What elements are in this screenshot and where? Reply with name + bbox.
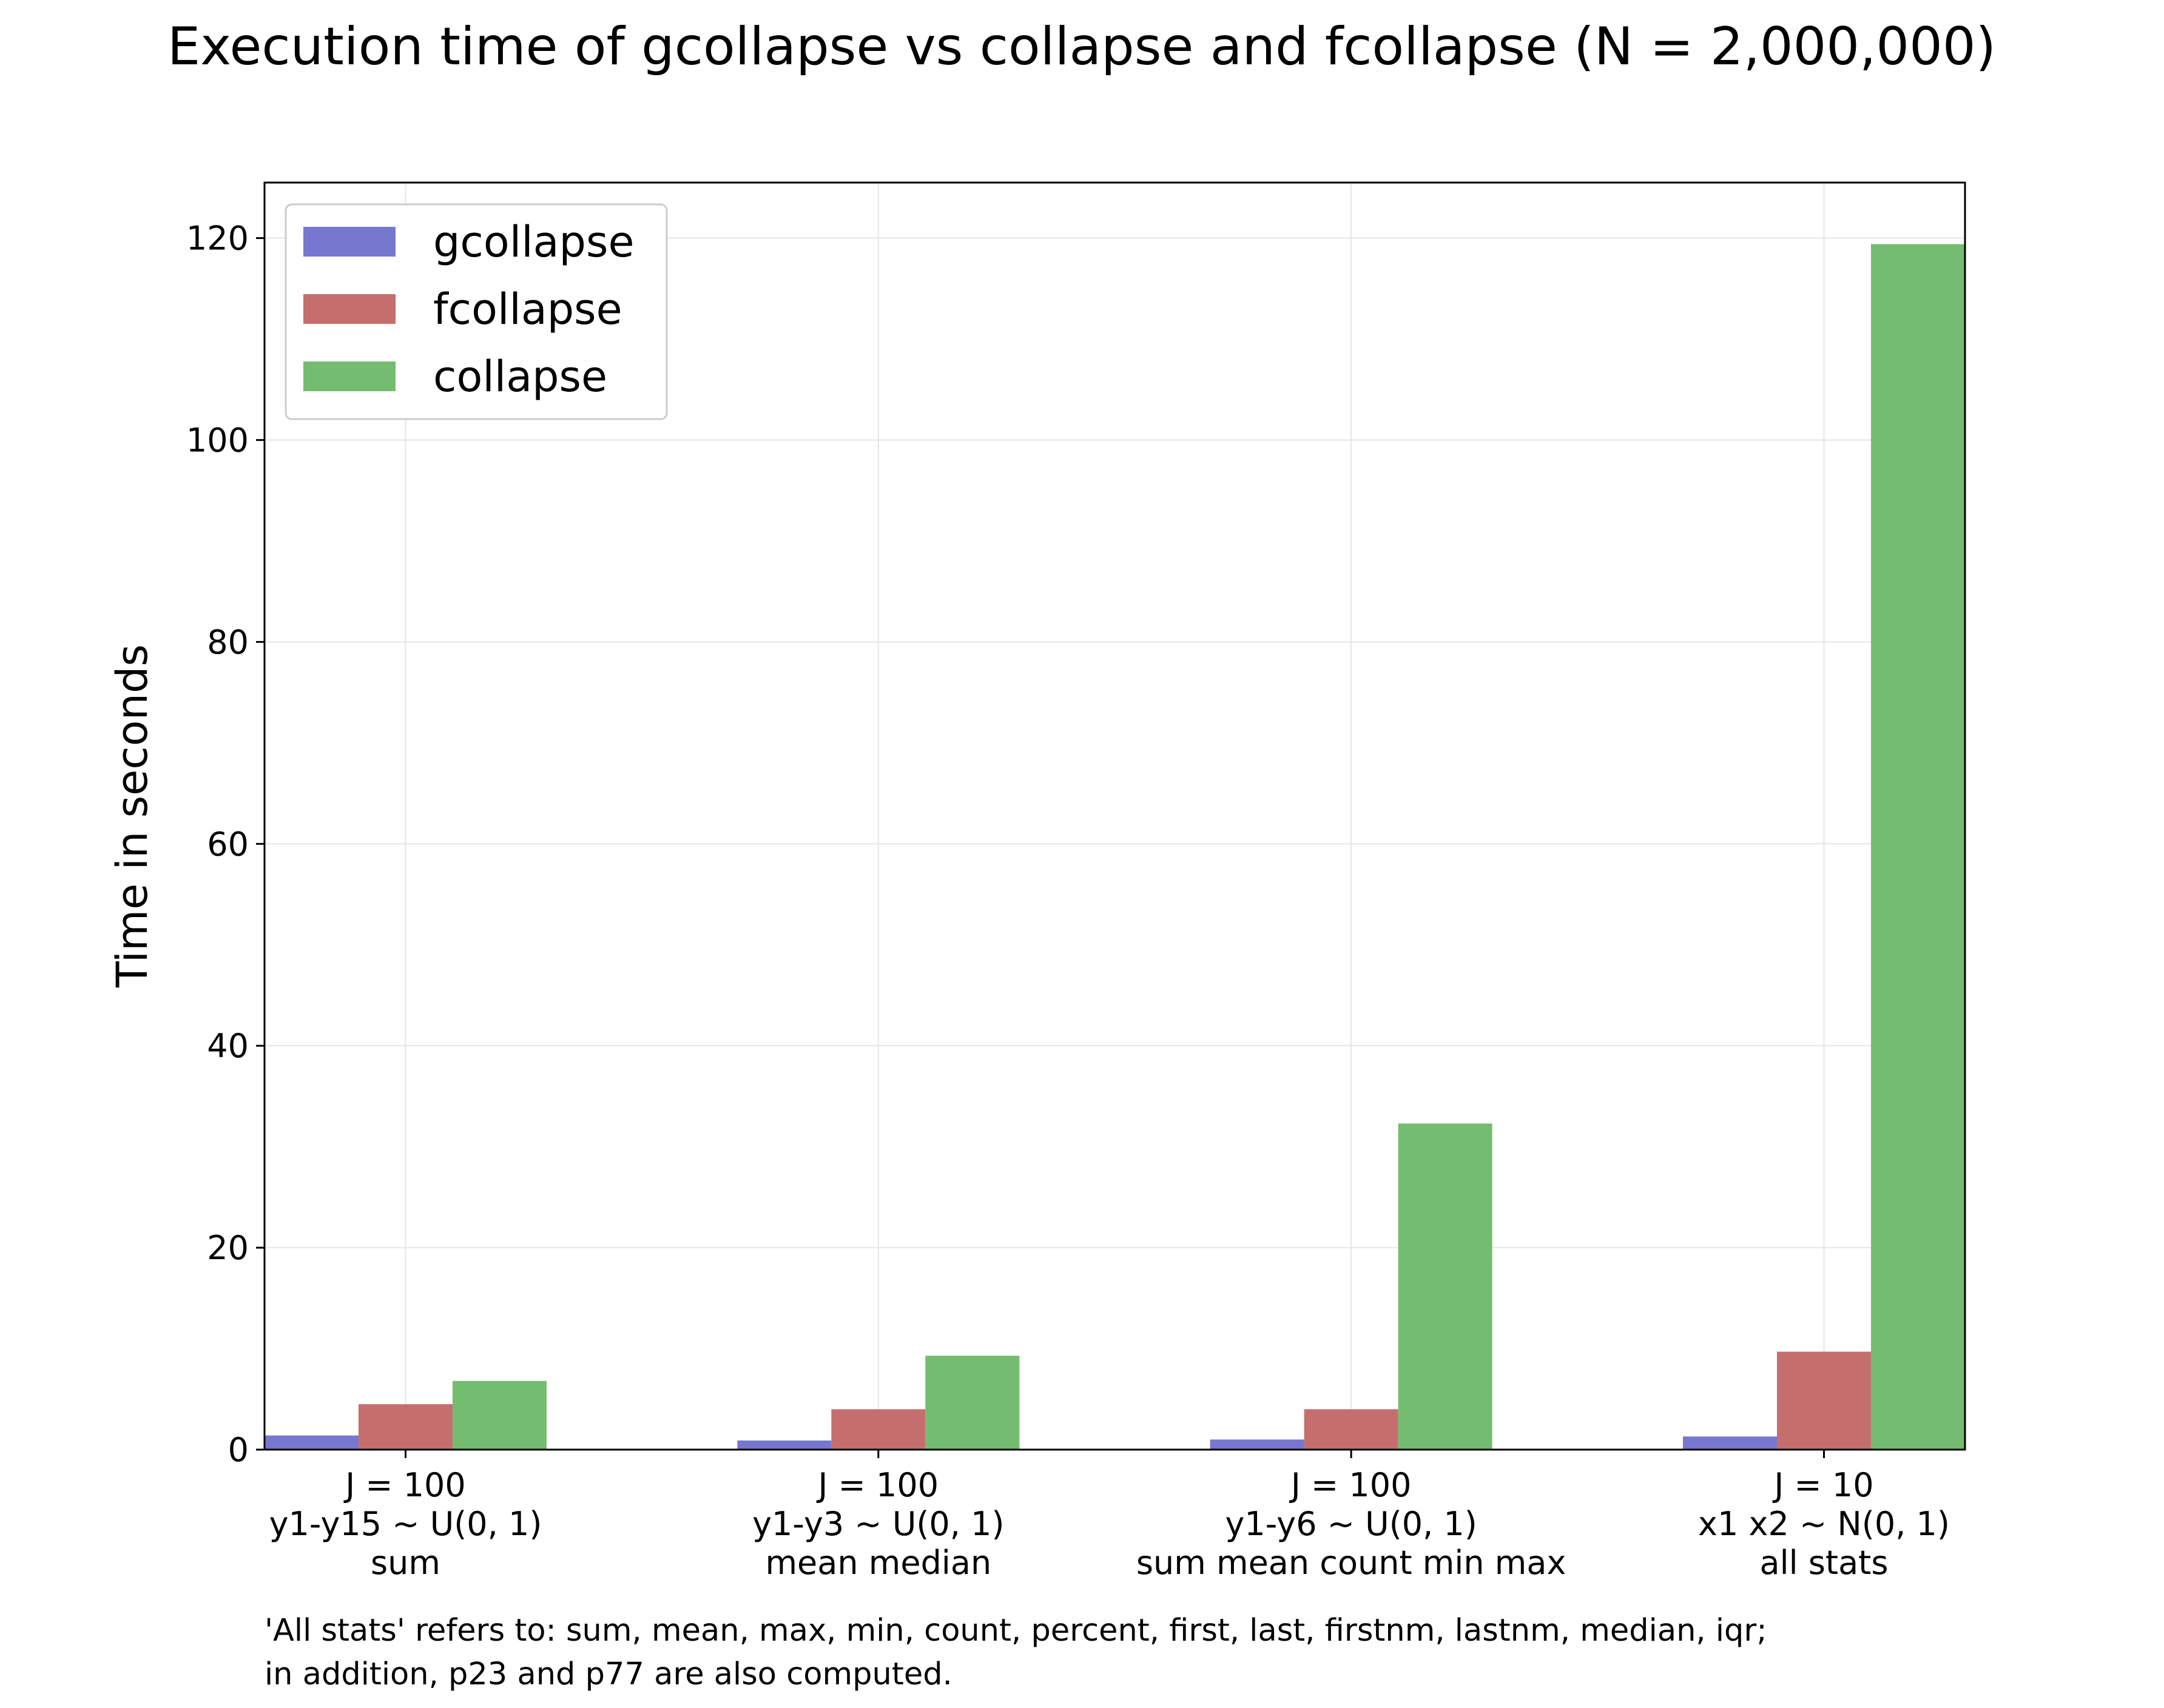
x-tick-label: all stats bbox=[1760, 1544, 1889, 1582]
legend: gcollapse fcollapse collapse bbox=[285, 203, 668, 420]
bar-collapse-2 bbox=[925, 1356, 1020, 1450]
legend-swatch-fcollapse bbox=[303, 294, 396, 324]
bar-fcollapse-4 bbox=[1777, 1351, 1871, 1450]
bar-gcollapse-1 bbox=[265, 1435, 359, 1450]
x-tick-label: J = 100 bbox=[817, 1466, 939, 1504]
legend-label-gcollapse: gcollapse bbox=[433, 217, 635, 267]
x-tick-label: J = 100 bbox=[1289, 1466, 1412, 1504]
bar-gcollapse-3 bbox=[1210, 1439, 1304, 1450]
bar-collapse-4 bbox=[1871, 244, 1965, 1450]
legend-swatch-gcollapse bbox=[303, 227, 396, 257]
chart-title: Execution time of gcollapse vs collapse … bbox=[167, 16, 1996, 77]
x-tick-label: x1 x2 ~ N(0, 1) bbox=[1698, 1505, 1950, 1543]
y-tick-label: 100 bbox=[186, 421, 249, 459]
y-tick-label: 80 bbox=[207, 623, 249, 661]
x-tick-label: sum mean count min max bbox=[1136, 1544, 1566, 1582]
bar-fcollapse-2 bbox=[831, 1409, 926, 1450]
bar-collapse-3 bbox=[1398, 1123, 1492, 1450]
x-tick-label: mean median bbox=[765, 1544, 991, 1582]
x-tick-label: y1-y15 ~ U(0, 1) bbox=[269, 1505, 542, 1543]
bar-fcollapse-3 bbox=[1304, 1409, 1398, 1450]
y-tick-label: 40 bbox=[207, 1027, 249, 1065]
x-tick-label: J = 10 bbox=[1772, 1466, 1873, 1504]
bars bbox=[265, 244, 1965, 1450]
plot-frame bbox=[263, 181, 1966, 1451]
y-tick-label: 60 bbox=[207, 825, 249, 863]
bar-fcollapse-1 bbox=[359, 1404, 453, 1450]
y-tick-label: 20 bbox=[207, 1229, 249, 1267]
x-tick-label: J = 100 bbox=[343, 1466, 466, 1504]
x-tick-label: y1-y3 ~ U(0, 1) bbox=[752, 1505, 1004, 1543]
legend-label-collapse: collapse bbox=[433, 352, 607, 402]
footnote-line-2: in addition, p23 and p77 are also comput… bbox=[265, 1656, 952, 1692]
y-axis-ticks: 0 20 40 60 80 100 120 bbox=[186, 220, 265, 1469]
y-axis-label: Time in seconds bbox=[107, 644, 157, 988]
x-tick-label: sum bbox=[371, 1544, 440, 1582]
bar-gcollapse-2 bbox=[737, 1441, 832, 1450]
x-tick-label: y1-y6 ~ U(0, 1) bbox=[1225, 1505, 1477, 1543]
y-tick-label: 0 bbox=[228, 1431, 249, 1469]
legend-label-fcollapse: fcollapse bbox=[433, 284, 622, 334]
bar-gcollapse-4 bbox=[1683, 1436, 1777, 1450]
bar-collapse-1 bbox=[453, 1380, 547, 1450]
y-tick-label: 120 bbox=[186, 220, 249, 258]
legend-swatch-collapse bbox=[303, 361, 396, 391]
footnote-line-1: 'All stats' refers to: sum, mean, max, m… bbox=[265, 1613, 1767, 1649]
